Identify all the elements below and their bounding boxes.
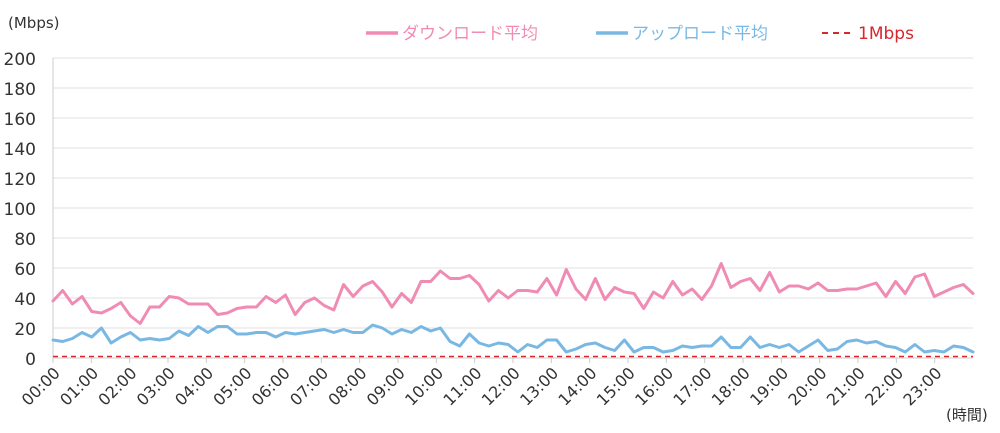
x-tick-label: 18:00 — [708, 363, 754, 409]
x-tick-label: 15:00 — [593, 363, 639, 409]
series-lines — [51, 262, 975, 358]
x-tick-label: 14:00 — [554, 363, 600, 409]
x-tick-label: 07:00 — [286, 363, 332, 409]
x-tick-label: 23:00 — [899, 363, 945, 409]
x-tick-label: 17:00 — [669, 363, 715, 409]
x-tick-label: 13:00 — [516, 363, 562, 409]
x-tick-label: 03:00 — [133, 363, 179, 409]
download-series-line — [51, 262, 975, 325]
x-tick-label: 06:00 — [248, 363, 294, 409]
y-tick-label: 180 — [4, 80, 36, 100]
y-axis-label: (Mbps) — [8, 14, 60, 32]
legend-label-upload: アップロード平均 — [632, 24, 768, 44]
y-tick-label: 140 — [4, 140, 36, 160]
legend-label-download: ダウンロード平均 — [402, 24, 538, 44]
x-tick-label: 01:00 — [56, 363, 102, 409]
y-tick-label: 160 — [4, 110, 36, 130]
upload-series-line — [51, 323, 975, 354]
legend: ダウンロード平均 アップロード平均 1Mbps — [366, 24, 914, 44]
gridlines — [52, 57, 973, 359]
y-tick-label: 80 — [14, 230, 36, 250]
x-tick-label: 09:00 — [363, 363, 409, 409]
x-tick-label: 02:00 — [94, 363, 140, 409]
x-axis-ticks: 00:0001:0002:0003:0004:0005:0006:0007:00… — [18, 358, 945, 409]
x-tick-label: 04:00 — [171, 363, 217, 409]
y-tick-label: 100 — [4, 200, 36, 220]
x-tick-label: 05:00 — [209, 363, 255, 409]
y-tick-label: 60 — [14, 260, 36, 280]
x-axis-label: (時間) — [946, 406, 988, 424]
y-tick-label: 120 — [4, 170, 36, 190]
y-tick-label: 0 — [25, 350, 36, 370]
x-tick-label: 20:00 — [784, 363, 830, 409]
x-tick-label: 21:00 — [823, 363, 869, 409]
y-axis-ticks: 0 20 40 60 80 100 120 140 160 180 200 — [4, 50, 36, 370]
x-tick-label: 19:00 — [746, 363, 792, 409]
x-tick-label: 08:00 — [324, 363, 370, 409]
x-tick-label: 22:00 — [861, 363, 907, 409]
y-tick-label: 40 — [14, 290, 36, 310]
legend-label-1mbps: 1Mbps — [858, 24, 914, 44]
x-tick-label: 11:00 — [439, 363, 485, 409]
x-tick-label: 16:00 — [631, 363, 677, 409]
y-tick-label: 20 — [14, 320, 36, 340]
y-tick-label: 200 — [4, 50, 36, 70]
x-tick-label: 12:00 — [478, 363, 524, 409]
x-tick-label: 00:00 — [18, 363, 64, 409]
x-tick-label: 10:00 — [401, 363, 447, 409]
